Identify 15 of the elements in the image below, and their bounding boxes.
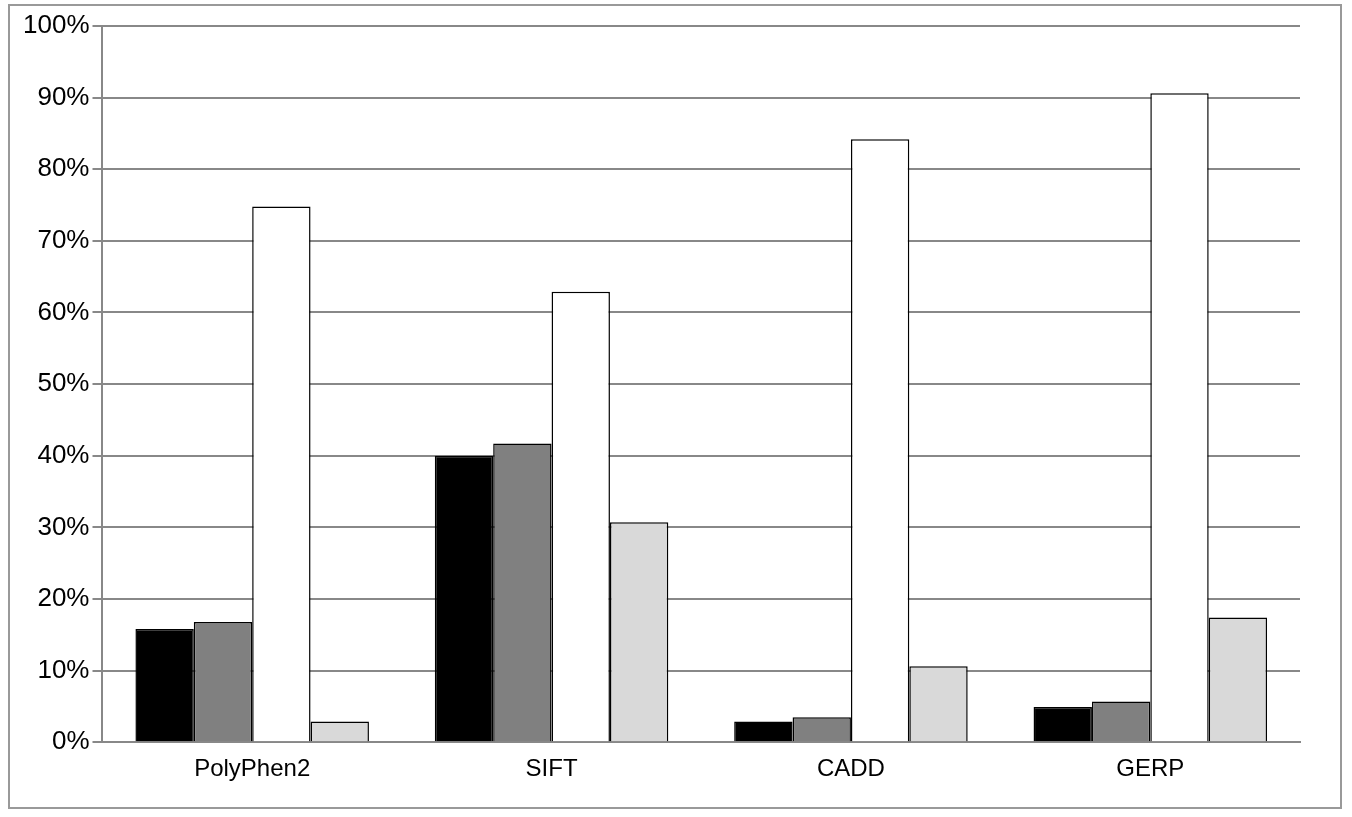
y-tick-label: 60% [37, 295, 90, 326]
x-tick-label: GERP [1116, 754, 1185, 782]
x-tick-label: SIFT [525, 754, 578, 782]
y-tick-label: 10% [37, 653, 90, 684]
y-tick-label: 40% [37, 438, 90, 469]
y-tick-label: 50% [37, 367, 90, 398]
x-tick-label: PolyPhen2 [194, 754, 311, 782]
y-tick-label: 80% [37, 152, 90, 183]
x-tick-label: CADD [816, 754, 885, 782]
y-tick-label: 30% [37, 510, 90, 541]
y-tick-label: 70% [37, 224, 90, 255]
y-tick-label: 100% [23, 9, 90, 40]
y-tick-label: 0% [51, 725, 90, 756]
y-tick-label: 90% [37, 80, 90, 111]
y-tick-label: 20% [37, 582, 90, 613]
